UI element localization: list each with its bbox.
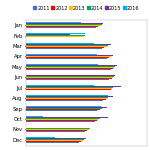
Bar	[26, 120, 97, 121]
Bar	[26, 117, 108, 118]
Bar	[26, 34, 70, 35]
Bar	[26, 37, 81, 38]
Bar	[26, 36, 84, 37]
Bar	[26, 137, 55, 138]
Bar	[26, 140, 83, 141]
Bar	[26, 45, 108, 46]
Bar	[26, 95, 108, 96]
Bar	[26, 110, 97, 111]
Bar	[26, 138, 86, 139]
Bar	[26, 35, 85, 36]
Bar	[26, 69, 111, 70]
Bar	[26, 44, 111, 45]
Bar	[26, 116, 42, 117]
Bar	[26, 86, 122, 87]
Bar	[26, 68, 113, 69]
Bar	[26, 78, 112, 79]
Bar	[26, 46, 107, 47]
Bar	[26, 127, 91, 128]
Bar	[26, 23, 103, 24]
Bar	[26, 131, 85, 132]
Bar	[26, 87, 113, 88]
Bar	[26, 88, 112, 89]
Bar	[26, 76, 114, 77]
Bar	[26, 98, 107, 99]
Bar	[26, 48, 102, 49]
Bar	[26, 100, 103, 101]
Bar	[26, 65, 117, 66]
Bar	[26, 24, 102, 25]
Bar	[26, 54, 97, 55]
Bar	[26, 107, 107, 108]
Bar	[26, 85, 94, 86]
Bar	[26, 96, 113, 97]
Bar	[26, 58, 107, 59]
Bar	[26, 77, 113, 78]
Bar	[26, 106, 101, 107]
Bar	[26, 97, 108, 98]
Bar	[26, 43, 94, 44]
Bar	[26, 57, 109, 58]
Bar	[26, 129, 89, 130]
Bar	[26, 79, 109, 80]
Bar	[26, 27, 96, 28]
Bar	[26, 25, 101, 26]
Bar	[26, 99, 106, 100]
Bar	[26, 75, 115, 76]
Bar	[26, 109, 101, 110]
Bar	[26, 22, 81, 23]
Bar	[26, 55, 113, 56]
Bar	[26, 128, 90, 129]
Bar	[26, 130, 87, 131]
Bar	[26, 64, 98, 65]
Bar	[26, 89, 111, 90]
Bar	[26, 141, 81, 142]
Bar	[26, 47, 104, 48]
Bar	[26, 33, 85, 34]
Legend: 2011, 2012, 2013, 2014, 2015, 2016: 2011, 2012, 2013, 2014, 2015, 2016	[33, 6, 139, 10]
Bar	[26, 66, 115, 67]
Bar	[26, 121, 95, 122]
Bar	[26, 67, 114, 68]
Bar	[26, 139, 84, 140]
Bar	[26, 118, 100, 119]
Bar	[26, 119, 98, 120]
Bar	[26, 26, 98, 27]
